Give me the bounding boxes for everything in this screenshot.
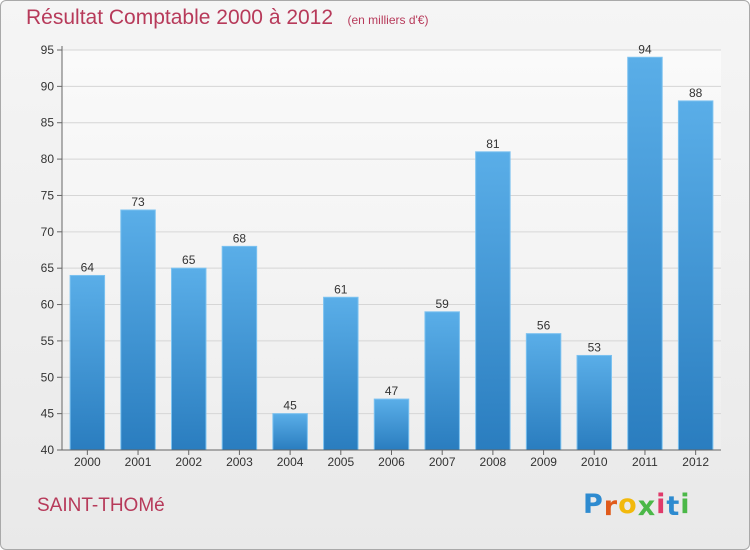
logo-letter: P	[583, 489, 604, 520]
x-tick-label: 2009	[530, 455, 557, 469]
bar-value-label: 64	[81, 260, 95, 274]
bar-value-label: 81	[486, 137, 500, 151]
y-tick-label: 80	[41, 152, 55, 166]
bar-value-label: 56	[537, 319, 551, 333]
y-tick-label: 90	[41, 79, 55, 93]
x-tick-label: 2000	[74, 455, 101, 469]
x-tick-label: 2010	[581, 455, 608, 469]
x-tick-label: 2003	[226, 455, 253, 469]
chart-title: Résultat Comptable 2000 à 2012 (en milli…	[26, 6, 428, 30]
proxiti-logo: Proxiti	[583, 489, 691, 522]
bar-value-label: 88	[689, 86, 703, 100]
x-tick-label: 2011	[632, 455, 658, 469]
place-name: SAINT-THOMé	[37, 495, 165, 516]
y-tick-label: 75	[41, 188, 55, 202]
chart-title-unit: (en milliers d'€)	[347, 13, 429, 27]
x-tick-label: 2005	[327, 455, 354, 469]
x-tick-label: 2012	[682, 455, 709, 469]
bar-value-label: 61	[334, 282, 348, 296]
bar-2009	[525, 333, 562, 451]
logo-letter: o	[618, 489, 638, 520]
bar-value-label: 73	[131, 195, 145, 209]
bar-2001	[120, 209, 156, 451]
bar-2012	[677, 100, 714, 451]
logo-letter: x	[637, 491, 657, 522]
bar-2000	[69, 274, 106, 451]
y-tick-label: 45	[41, 407, 55, 421]
x-tick-label: 2008	[480, 455, 507, 469]
x-tick-label: 2002	[175, 455, 202, 469]
x-tick-label: 2006	[378, 455, 405, 469]
y-tick-label: 60	[41, 298, 55, 312]
logo-letter: t	[666, 491, 681, 522]
bar-2003	[221, 245, 258, 451]
y-tick-label: 65	[41, 261, 55, 275]
bar-value-label: 53	[588, 340, 602, 354]
bar-2002	[170, 267, 207, 451]
y-tick-label: 40	[41, 443, 55, 457]
logo-letter: i	[656, 489, 667, 520]
bar-2005	[323, 296, 359, 451]
bar-2010	[576, 354, 613, 451]
logo-letter: r	[603, 491, 619, 522]
bar-value-label: 45	[283, 399, 297, 413]
bar-value-label: 68	[233, 231, 247, 245]
chart-title-main: Résultat Comptable 2000 à 2012	[26, 6, 334, 29]
x-tick-label: 2007	[429, 455, 456, 469]
bar-2011	[627, 56, 663, 451]
logo-letter: i	[680, 489, 691, 520]
y-tick-label: 55	[41, 334, 55, 348]
y-tick-label: 95	[41, 43, 55, 57]
y-tick-label: 50	[41, 370, 55, 384]
bar-value-label: 59	[436, 297, 450, 311]
bar-2007	[424, 311, 460, 451]
bar-2004	[272, 413, 308, 451]
y-tick-label: 70	[41, 225, 55, 239]
axes-group	[57, 46, 721, 455]
bar-value-label: 65	[182, 253, 196, 267]
bar-2006	[373, 398, 410, 451]
bar-2008	[475, 151, 511, 451]
x-tick-label: 2004	[277, 455, 304, 469]
bar-value-label: 47	[385, 384, 399, 398]
labels-group: 40 45 50 55 60 65 70 75 80 85 90 95 64 2000 73 2001 65 20…	[41, 42, 710, 469]
y-tick-label: 85	[41, 116, 55, 130]
x-tick-label: 2001	[125, 455, 152, 469]
bar-value-label: 94	[638, 42, 652, 56]
